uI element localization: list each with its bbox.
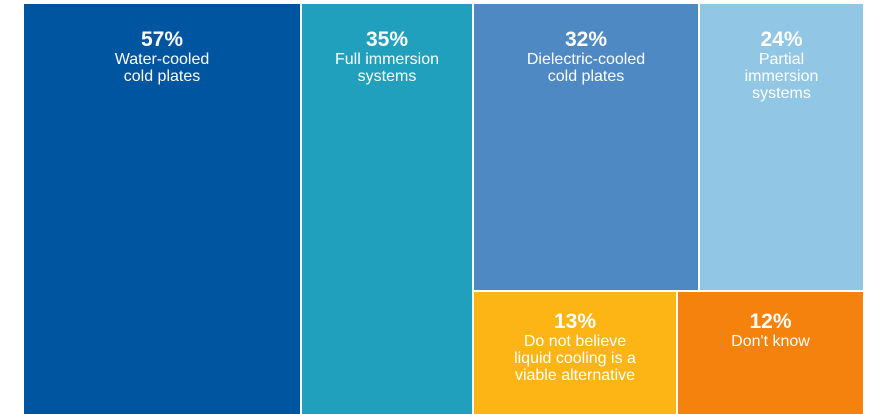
tile-category-label: Do not believe liquid cooling is a viable …	[514, 333, 636, 384]
tile-value-label: 32%	[564, 28, 608, 51]
tile-value-label: 24%	[760, 28, 803, 51]
treemap-tile-water-cooled: 57% Water-cooled cold plates	[24, 4, 300, 414]
tile-category-label: Dielectric-cooled cold plates	[526, 51, 646, 85]
tile-value-label: 13%	[553, 310, 597, 333]
treemap-tile-partial-immersion: 24% Partial immersion systems	[700, 4, 863, 290]
treemap-tile-full-immersion: 35% Full immersion systems	[302, 4, 472, 414]
tile-category-label: Full immersion systems	[334, 51, 439, 85]
treemap-tile-not-viable: 13% Do not believe liquid cooling is a viab…	[474, 292, 676, 414]
tile-value-label: 35%	[365, 28, 409, 51]
tile-value-label: 12%	[749, 310, 792, 333]
tile-category-label: Partial immersion systems	[744, 51, 819, 102]
tile-category-label: Water-cooled cold plates	[114, 51, 210, 85]
tile-value-label: 57%	[140, 28, 184, 51]
treemap-tile-dont-know: 12% Don't know	[678, 292, 863, 414]
tile-category-label: Don't know	[731, 333, 810, 350]
treemap-tile-dielectric-cooled: 32% Dielectric-cooled cold plates	[474, 4, 698, 290]
